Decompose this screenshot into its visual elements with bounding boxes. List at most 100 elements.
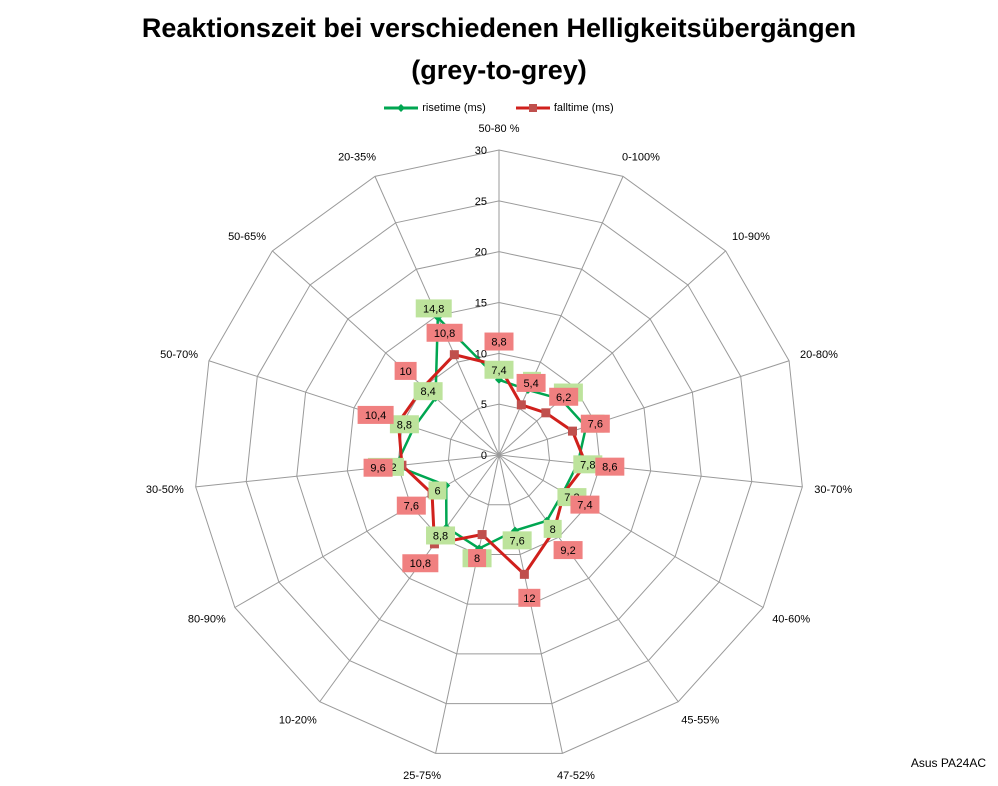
- value-label-bg-falltime: [402, 554, 439, 573]
- value-label-bg-falltime: [426, 323, 463, 342]
- grid-ring-20: [296, 251, 702, 655]
- radial-tick-label: 5: [481, 399, 487, 411]
- series-line-falltime: [396, 353, 588, 577]
- grid-ring-5: [447, 403, 551, 506]
- grid-spoke: [435, 454, 500, 754]
- value-label-risetime: 8,8: [433, 530, 448, 542]
- chart-title: Reaktionszeit bei verschiedenen Helligke…: [141, 13, 857, 43]
- grid-ring-10: [397, 352, 601, 555]
- value-label-risetime: 7,6: [509, 535, 524, 547]
- category-label: 30-70%: [814, 484, 852, 496]
- category-label: 47-52%: [557, 770, 595, 782]
- value-label-bg-falltime: [484, 332, 514, 351]
- value-label-risetime: 14,8: [423, 303, 444, 315]
- legend-label-falltime: falltime (ms): [553, 102, 614, 114]
- grid-spoke: [498, 454, 764, 608]
- value-label-risetime: 8,8: [397, 419, 412, 431]
- grid-spoke: [498, 454, 803, 488]
- value-label-falltime: 8: [474, 553, 480, 565]
- value-label-bg-risetime: [484, 360, 514, 379]
- grid-spoke: [234, 454, 500, 608]
- data-point-falltime: [567, 426, 577, 436]
- data-point-falltime: [519, 569, 529, 579]
- value-label-bg-falltime: [518, 588, 541, 607]
- value-label-falltime: 10,8: [410, 558, 431, 570]
- value-label-falltime: 8,6: [602, 462, 617, 474]
- radial-tick-label: 15: [475, 298, 487, 310]
- data-point-falltime: [516, 400, 526, 410]
- value-label-falltime: 12: [523, 593, 535, 605]
- value-label-bg-falltime: [570, 495, 600, 514]
- value-label-bg-risetime: [573, 455, 603, 474]
- category-label: 0-100%: [622, 151, 660, 163]
- grid-spoke: [195, 454, 500, 488]
- category-label: 50-70%: [160, 349, 198, 361]
- footer-label: Asus PA24AC: [910, 756, 986, 770]
- value-label-falltime: 10: [399, 366, 411, 378]
- value-label-bg-falltime: [549, 387, 579, 406]
- category-label: 50-80 %: [479, 123, 520, 135]
- grid-spoke: [208, 360, 500, 456]
- value-label-bg-falltime: [396, 496, 426, 515]
- grid-spoke: [319, 454, 500, 703]
- category-label: 10-90%: [732, 231, 770, 243]
- value-label-bg-falltime: [468, 549, 487, 568]
- value-label-falltime: 9,6: [370, 463, 385, 475]
- value-label-bg-risetime: [413, 382, 443, 401]
- data-point-falltime: [449, 350, 459, 360]
- value-label-risetime: 8,4: [420, 386, 435, 398]
- grid-ring-25: [245, 200, 753, 705]
- value-label-bg-falltime: [553, 541, 583, 560]
- grid-spoke: [498, 250, 726, 456]
- value-label-risetime: 8: [550, 524, 556, 536]
- radial-tick-label: 20: [475, 247, 487, 259]
- category-label: 10-20%: [279, 715, 317, 727]
- grid-spoke: [498, 176, 624, 456]
- value-label-bg-falltime: [595, 457, 625, 476]
- category-label: 30-50%: [146, 484, 184, 496]
- value-label-bg-risetime: [543, 519, 562, 538]
- category-label: 80-90%: [188, 614, 226, 626]
- category-label: 20-35%: [338, 151, 376, 163]
- grid-spoke: [272, 250, 500, 456]
- value-label-bg-falltime: [357, 405, 394, 424]
- value-label-bg-falltime: [580, 414, 610, 433]
- category-label: 40-60%: [772, 614, 810, 626]
- value-label-falltime: 8,8: [491, 337, 506, 349]
- grid-spoke: [498, 360, 790, 456]
- value-label-bg-falltime: [394, 361, 417, 380]
- legend-item-risetime: risetime (ms): [384, 102, 486, 114]
- category-label: 50-65%: [228, 231, 266, 243]
- value-label-risetime: 7,8: [580, 459, 595, 471]
- value-label-risetime: 7,4: [491, 365, 506, 377]
- value-label-falltime: 9,2: [560, 545, 575, 557]
- grid-ring-30: [195, 149, 803, 754]
- value-label-falltime: 7,6: [588, 419, 603, 431]
- value-label-bg-falltime: [516, 373, 546, 392]
- value-label-falltime: 7,4: [577, 500, 592, 512]
- value-label-falltime: 7,6: [404, 501, 419, 513]
- value-label-risetime: 6: [434, 486, 440, 498]
- data-point-falltime: [541, 408, 551, 418]
- legend-label-risetime: risetime (ms): [422, 102, 486, 114]
- legend-marker-risetime-icon: [384, 104, 419, 112]
- value-label-bg-risetime: [428, 481, 447, 500]
- value-label-bg-risetime: [389, 415, 419, 434]
- radial-tick-label: 0: [481, 450, 487, 462]
- series-line-risetime: [394, 314, 588, 550]
- value-label-bg-risetime: [502, 531, 532, 550]
- category-label: 45-55%: [681, 715, 719, 727]
- value-label-bg-risetime: [415, 299, 452, 318]
- radial-tick-label: 30: [475, 145, 487, 157]
- legend-marker-falltime-icon: [515, 104, 550, 112]
- value-label-falltime: 10,4: [365, 410, 386, 422]
- data-point-falltime: [477, 530, 487, 540]
- value-label-falltime: 10,8: [434, 328, 455, 340]
- value-label-bg-falltime: [363, 458, 393, 477]
- grid-spoke: [498, 454, 679, 703]
- value-label-falltime: 5,4: [523, 378, 538, 390]
- category-label: 20-80%: [800, 349, 838, 361]
- legend-item-falltime: falltime (ms): [515, 102, 614, 114]
- legend: risetime (ms) falltime (ms): [0, 102, 998, 114]
